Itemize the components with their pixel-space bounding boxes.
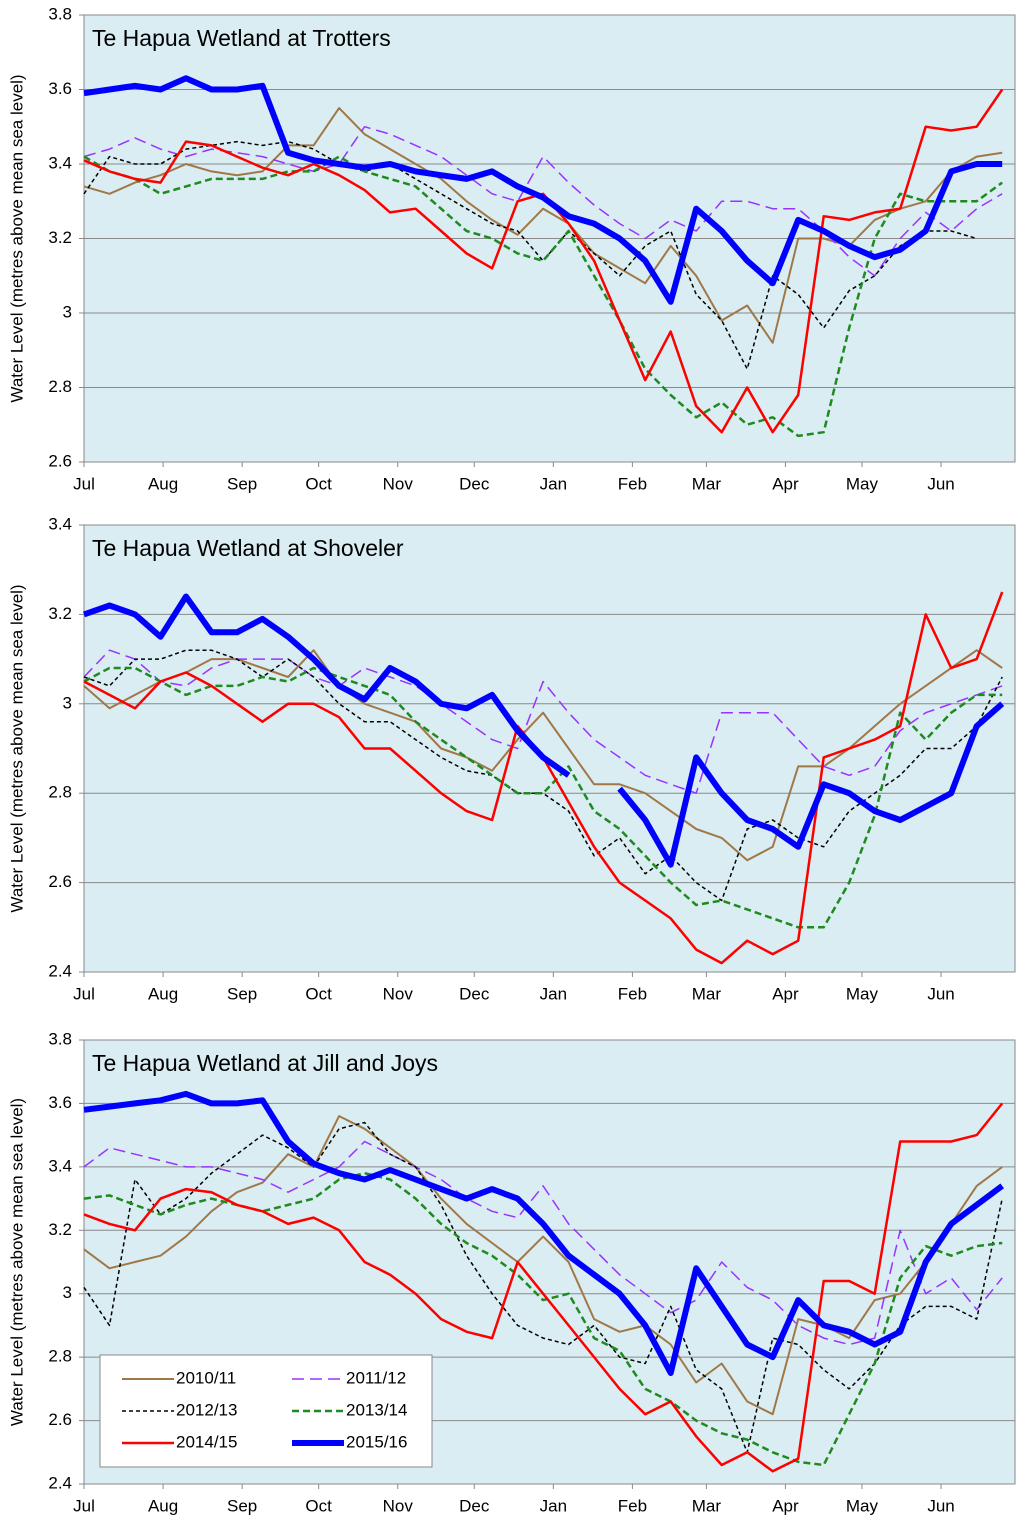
- x-tick-label: Mar: [692, 474, 722, 493]
- x-tick-label: Sep: [227, 1496, 257, 1515]
- y-tick-label: 3.6: [48, 79, 72, 98]
- x-tick-label: Dec: [459, 1496, 490, 1515]
- x-tick-label: Sep: [227, 984, 257, 1003]
- series-line: [83, 1090, 1004, 1376]
- y-tick-label: 2.8: [48, 377, 72, 396]
- x-tick-label: Apr: [772, 984, 799, 1003]
- y-tick-label: 3.8: [48, 4, 72, 23]
- y-tick-label: 3.2: [48, 1220, 72, 1239]
- legend: 2010/11 2011/12 2012/13 2013/14 2014/15 2015/…: [99, 1354, 433, 1468]
- series-line: [83, 140, 977, 370]
- x-tick-label: Apr: [772, 1496, 799, 1515]
- y-tick-label: 3: [63, 302, 72, 321]
- x-tick-label: Jun: [927, 474, 954, 493]
- y-tick-label: 2.6: [48, 872, 72, 891]
- y-tick-label: 3.8: [48, 1029, 72, 1048]
- x-tick-label: Jun: [927, 1496, 954, 1515]
- x-tick-label: Feb: [618, 474, 647, 493]
- legend-label: 2012/13: [176, 1400, 237, 1419]
- series-line: [83, 666, 1003, 929]
- x-tick-label: Jul: [73, 984, 95, 1003]
- x-tick-label: Jun: [927, 984, 954, 1003]
- series-line: [83, 88, 1004, 434]
- x-tick-label: Nov: [383, 474, 414, 493]
- x-tick-label: Oct: [305, 984, 332, 1003]
- x-tick-label: Jul: [73, 1496, 95, 1515]
- series-line: [83, 1102, 1004, 1473]
- y-tick-label: 2.4: [48, 1473, 72, 1492]
- x-tick-label: Nov: [383, 1496, 414, 1515]
- panel: 2.6 2.8 3 3.2 3.4 3.6 3.8 Jul Aug Sep Oct Nov Dec Jan…: [7, 4, 1016, 493]
- y-tick-label: 3.4: [48, 153, 72, 172]
- series-line: [83, 1121, 1003, 1454]
- series-line: [83, 75, 1003, 305]
- legend-box: [99, 1354, 433, 1468]
- x-tick-label: Jan: [540, 984, 567, 1003]
- y-tick-label: 3.6: [48, 1093, 72, 1112]
- x-tick-label: Aug: [148, 1496, 178, 1515]
- y-tick-label: 3: [63, 693, 72, 712]
- x-tick-label: Sep: [227, 474, 257, 493]
- y-tick-label: 3.4: [48, 514, 72, 533]
- x-tick-label: Mar: [692, 984, 722, 1003]
- x-tick-label: Apr: [772, 474, 799, 493]
- panel: 2.4 2.6 2.8 3 3.2 3.4 Jul Aug Sep Oct Nov Dec Jan Feb…: [7, 514, 1016, 1003]
- y-tick-label: 2.6: [48, 451, 72, 470]
- panel: 2.4 2.6 2.8 3 3.2 3.4 3.6 3.8 Jul Aug Sep Oct Nov Dec…: [7, 1029, 1016, 1515]
- y-axis-title: Water Level (metres above mean sea level…: [7, 74, 26, 402]
- x-tick-label: Jan: [540, 474, 567, 493]
- x-tick-label: Aug: [148, 474, 178, 493]
- chart-title: Te Hapua Wetland at Shoveler: [92, 535, 404, 561]
- series-line: [83, 1115, 1003, 1416]
- chart-title: Te Hapua Wetland at Trotters: [92, 25, 391, 51]
- x-tick-label: May: [846, 1496, 879, 1515]
- x-tick-label: Oct: [305, 1496, 332, 1515]
- x-tick-label: Dec: [459, 984, 490, 1003]
- y-tick-label: 2.8: [48, 1347, 72, 1366]
- series-line: [83, 155, 1003, 438]
- legend-label: 2011/12: [346, 1368, 406, 1387]
- y-tick-label: 3.2: [48, 604, 72, 623]
- series-line: [83, 593, 571, 778]
- x-tick-label: Jul: [73, 474, 95, 493]
- series-line: [617, 701, 1005, 868]
- x-tick-label: Jan: [540, 1496, 567, 1515]
- y-tick-label: 2.6: [48, 1410, 72, 1429]
- x-tick-label: May: [846, 474, 879, 493]
- x-tick-label: Mar: [692, 1496, 722, 1515]
- x-tick-label: May: [846, 984, 879, 1003]
- legend-label: 2010/11: [176, 1368, 236, 1387]
- x-tick-label: Oct: [305, 474, 332, 493]
- chart-title: Te Hapua Wetland at Jill and Joys: [92, 1050, 438, 1076]
- x-tick-label: Feb: [618, 1496, 647, 1515]
- x-tick-label: Aug: [148, 984, 178, 1003]
- y-axis-title: Water Level (metres above mean sea level…: [7, 1098, 26, 1426]
- legend-label: 2013/14: [346, 1400, 407, 1419]
- series-line: [83, 1140, 1003, 1346]
- y-tick-label: 3.2: [48, 228, 72, 247]
- x-tick-label: Nov: [383, 984, 414, 1003]
- y-axis-title: Water Level (metres above mean sea level…: [7, 584, 26, 912]
- y-tick-label: 2.4: [48, 961, 72, 980]
- x-tick-label: Dec: [459, 474, 490, 493]
- legend-label: 2014/15: [176, 1432, 237, 1451]
- plot-area: [83, 524, 1016, 973]
- y-tick-label: 2.8: [48, 783, 72, 802]
- x-tick-label: Feb: [618, 984, 647, 1003]
- legend-label: 2015/16: [346, 1432, 407, 1451]
- y-tick-label: 3.4: [48, 1156, 72, 1175]
- series-line: [83, 649, 1003, 902]
- y-tick-label: 3: [63, 1283, 72, 1302]
